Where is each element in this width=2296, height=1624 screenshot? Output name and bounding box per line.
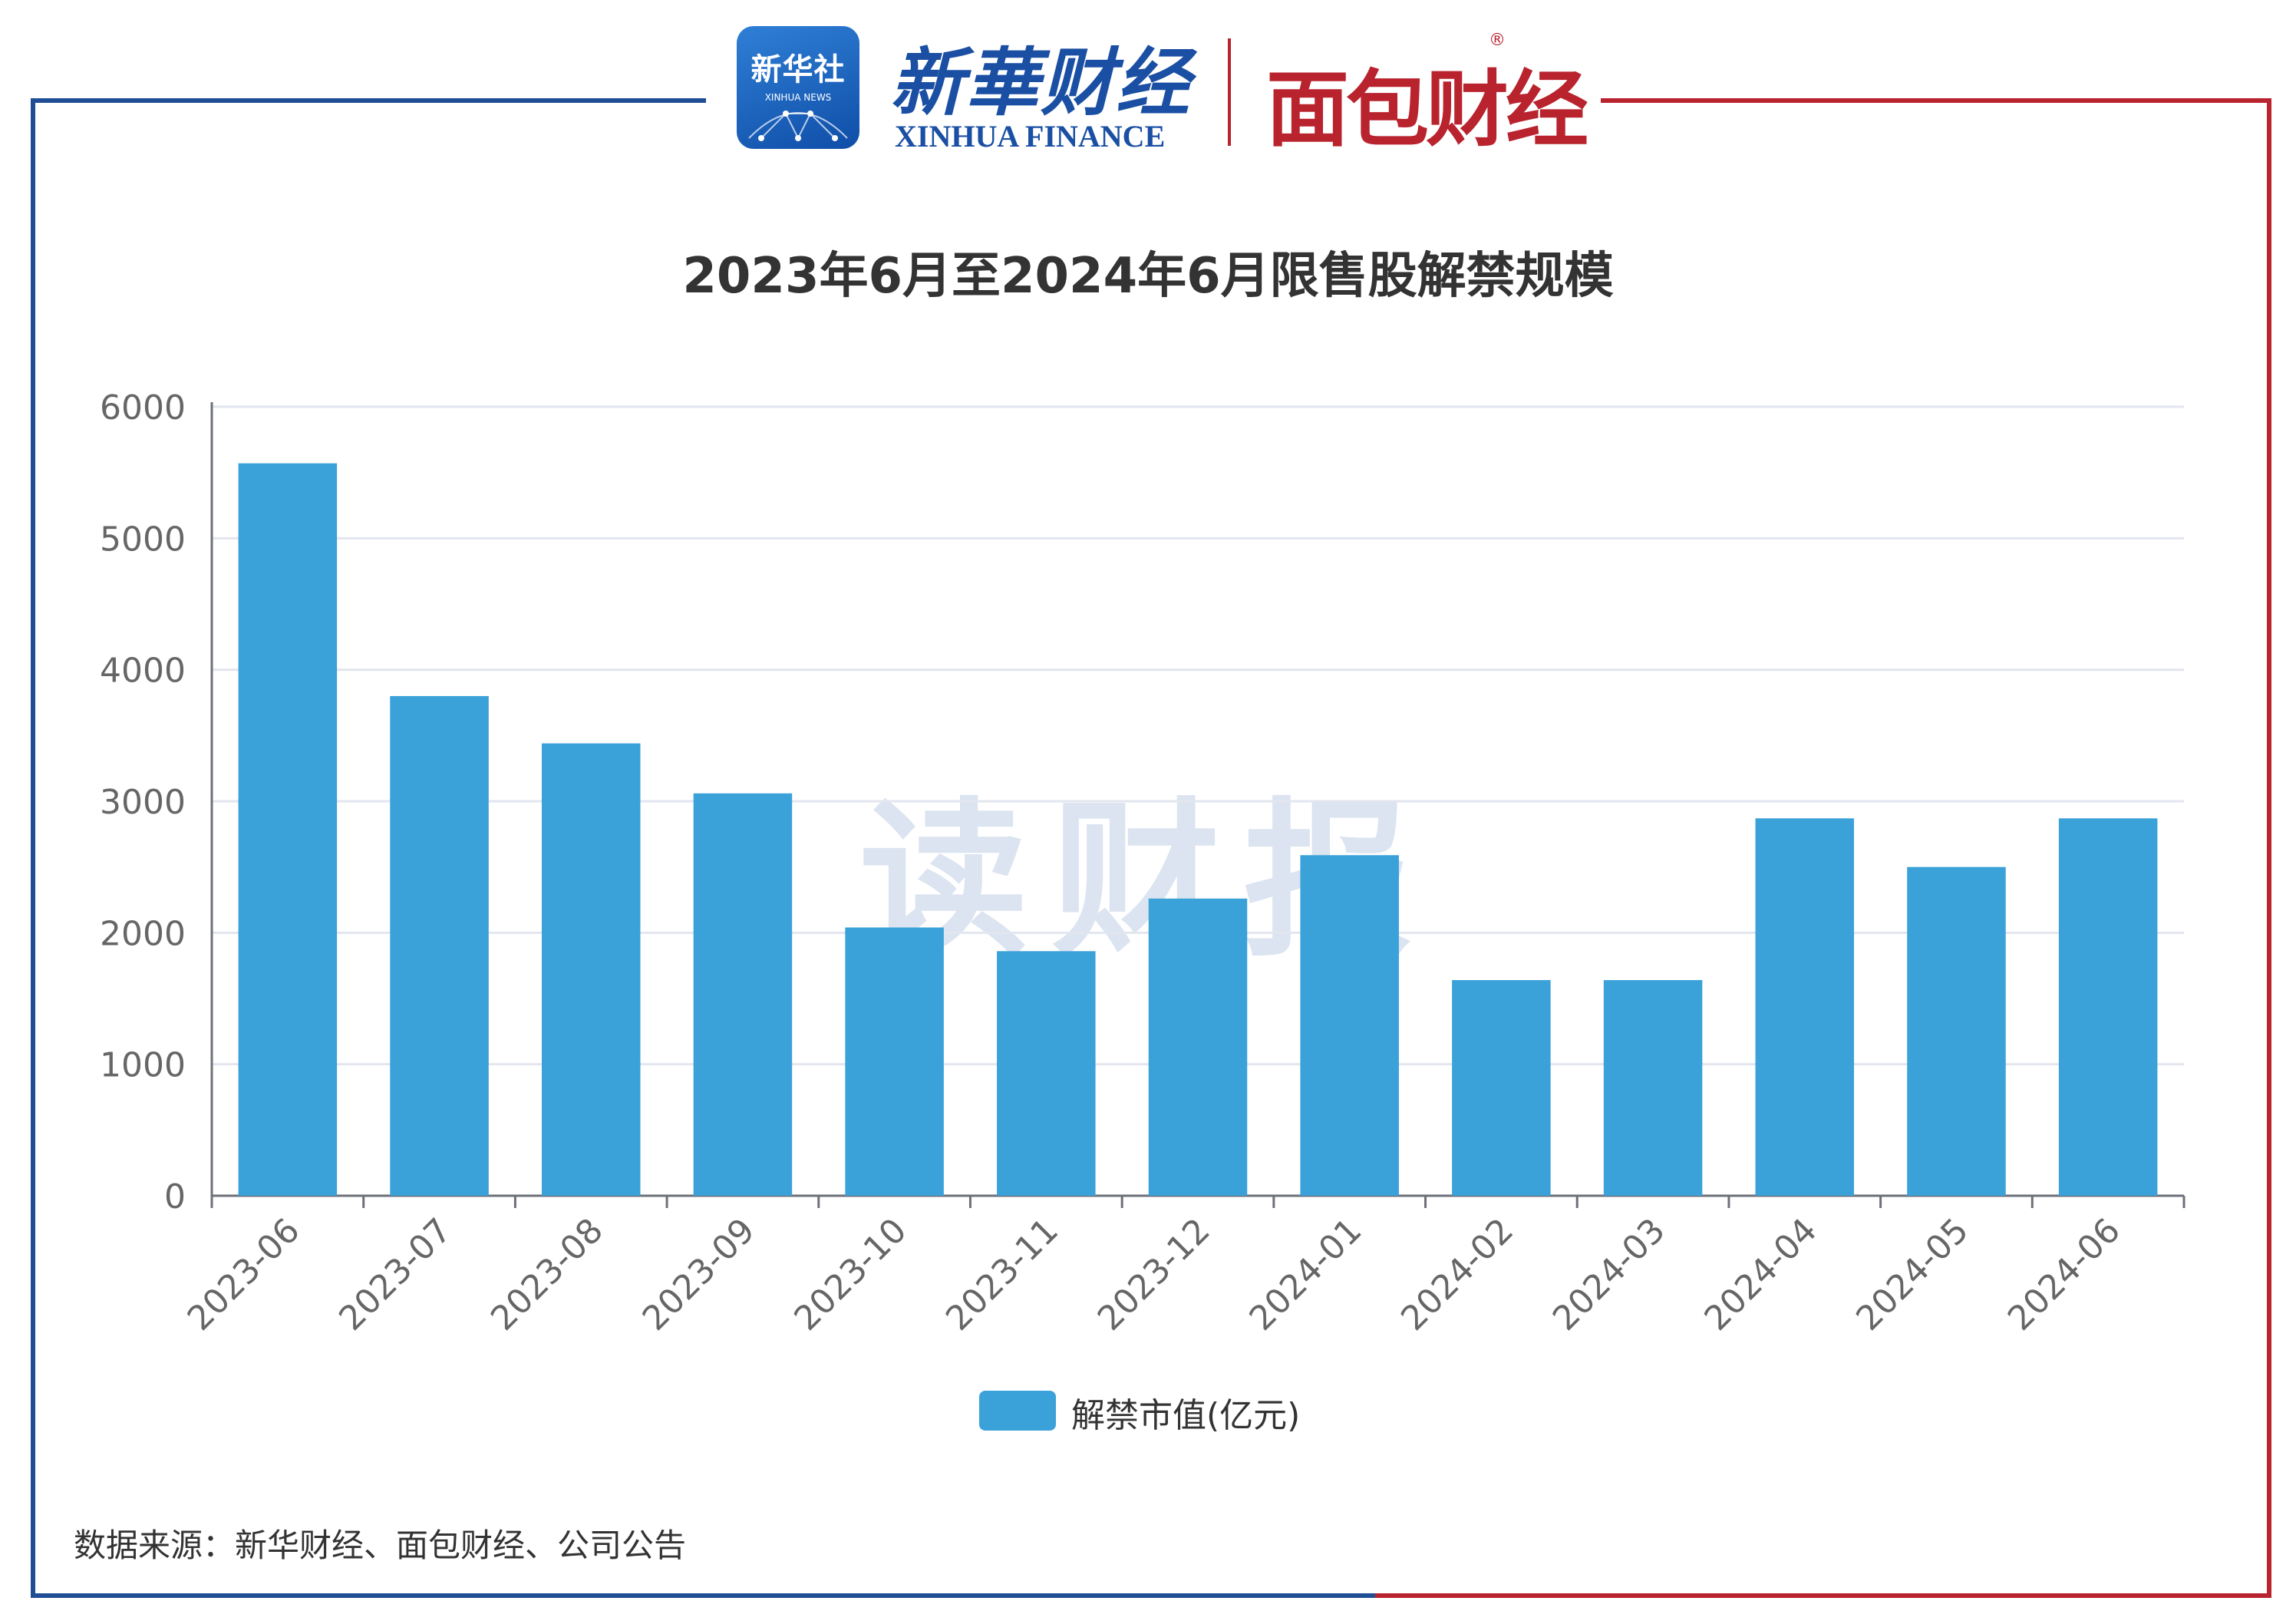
x-tick-label: 2024-03 (1546, 1211, 1673, 1338)
y-tick-label: 5000 (100, 520, 186, 559)
x-tick-label: 2023-08 (483, 1211, 611, 1338)
logo-divider (1228, 38, 1231, 146)
x-tick-label: 2024-02 (1394, 1211, 1521, 1338)
bar (541, 743, 641, 1196)
bar (238, 463, 338, 1196)
bar (845, 927, 944, 1196)
x-tick-label: 2023-11 (939, 1211, 1066, 1338)
x-tick-label: 2023-12 (1090, 1211, 1218, 1338)
x-tick-label: 2023-06 (180, 1211, 308, 1338)
chart-title: 2023年6月至2024年6月限售股解禁规模 (682, 248, 1614, 305)
x-tick-label: 2023-07 (332, 1211, 459, 1338)
bar (390, 695, 489, 1196)
bar (2058, 818, 2158, 1196)
source-note: 数据来源：新华财经、面包财经、公司公告 (74, 1527, 687, 1564)
bar (1755, 818, 1855, 1196)
x-tick-label: 2023-09 (635, 1211, 763, 1338)
x-tick-label: 2024-04 (1697, 1211, 1824, 1338)
registered-mark: ® (1489, 31, 1506, 50)
y-tick-label: 6000 (100, 388, 186, 427)
bar (1300, 855, 1399, 1196)
frame-top-left-line (31, 98, 706, 103)
y-tick-label: 1000 (100, 1046, 186, 1085)
mianbao-finance-logo: 面包财经 (1266, 62, 1588, 158)
x-tick-label: 2024-06 (2001, 1211, 2128, 1338)
y-tick-label: 2000 (100, 914, 186, 953)
bar (1603, 980, 1703, 1196)
xinhua-finance-cn: 新華财经 (890, 39, 1191, 126)
bar (1452, 980, 1551, 1196)
x-tick-label: 2023-10 (787, 1211, 914, 1338)
y-tick-label: 4000 (100, 652, 186, 691)
legend-swatch (979, 1391, 1056, 1431)
legend-label: 解禁市值(亿元) (1071, 1396, 1301, 1435)
bar (693, 793, 793, 1196)
y-tick-label: 0 (164, 1177, 186, 1216)
network-globe-icon (748, 111, 848, 141)
xinhua-news-logo: 新华社 XINHUA NEWS (737, 26, 859, 149)
xinhua-badge-cn: 新华社 (750, 52, 846, 87)
bar (1907, 866, 2006, 1196)
xinhua-badge-en: XINHUA NEWS (764, 92, 832, 103)
xinhua-finance-en: XINHUA FINANCE (895, 119, 1166, 153)
y-tick-label: 3000 (100, 783, 186, 822)
bar (1148, 898, 1248, 1196)
header-logos: 新华社 XINHUA NEWS 新華财经 XINHUA FINANCE 面包财经… (737, 20, 1588, 158)
x-tick-label: 2024-05 (1849, 1211, 1976, 1338)
frame-top-right-line (1601, 98, 2271, 103)
xinhua-finance-logo: 新華财经 XINHUA FINANCE (890, 20, 1212, 155)
bar (997, 951, 1096, 1196)
x-tick-label: 2024-01 (1242, 1211, 1369, 1338)
frame-right-line (2267, 98, 2271, 1598)
frame-left-line (31, 98, 35, 1598)
frame-bottom-line (31, 1593, 2271, 1598)
